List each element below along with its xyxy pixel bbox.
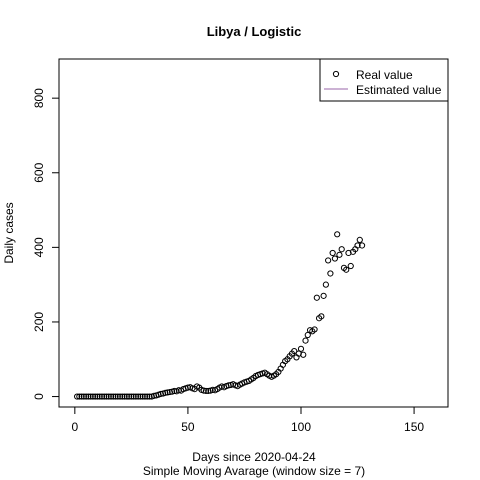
data-point [325, 257, 332, 264]
data-point [144, 393, 151, 400]
data-point [96, 393, 103, 400]
data-point [112, 393, 119, 400]
legend-label-real-value: Real value [356, 68, 413, 82]
data-point [78, 393, 85, 400]
data-point [202, 387, 210, 395]
data-point [139, 393, 146, 400]
data-point [87, 393, 94, 400]
data-point [116, 393, 124, 400]
data-point [110, 393, 117, 400]
x-axis-label: Days since 2020-04-24 [192, 450, 316, 464]
data-point [343, 266, 350, 273]
x-tick-label: 150 [404, 420, 424, 434]
data-point [356, 236, 363, 244]
data-point [103, 393, 110, 400]
data-point [119, 393, 126, 400]
data-point [300, 351, 307, 358]
x-tick-label: 0 [71, 420, 78, 434]
data-point [135, 393, 142, 400]
data-point [302, 337, 309, 344]
data-point [130, 393, 137, 400]
data-point [137, 393, 144, 400]
x-tick-label: 50 [181, 420, 195, 434]
data-point [98, 393, 106, 400]
legend-marker-real-value [332, 70, 340, 78]
data-point [311, 326, 318, 333]
data-point [327, 270, 334, 277]
data-point [126, 393, 133, 400]
y-tick-label: 0 [32, 393, 46, 400]
data-point [85, 393, 92, 400]
data-point [297, 345, 305, 352]
data-point [89, 393, 97, 400]
data-point [320, 292, 327, 299]
data-point [313, 294, 320, 301]
data-point [347, 262, 354, 270]
data-point [331, 255, 339, 262]
y-tick-label: 200 [32, 312, 46, 332]
data-point [200, 387, 207, 394]
y-axis: 0 200 400 600 800 [32, 88, 60, 400]
data-point [101, 393, 108, 400]
data-point [128, 393, 135, 400]
data-point [105, 393, 112, 400]
data-point [354, 242, 361, 249]
plot-frame [58, 58, 449, 408]
legend-box [319, 58, 449, 102]
data-point [184, 384, 192, 391]
data-point [164, 389, 171, 396]
data-point [304, 331, 311, 339]
chart-title: Libya / Logistic [207, 24, 302, 39]
data-point [318, 313, 325, 320]
data-point [146, 393, 153, 400]
y-tick-label: 600 [32, 162, 46, 182]
data-point [291, 347, 298, 355]
data-point [121, 393, 128, 400]
data-point [132, 393, 139, 400]
data-point [114, 393, 121, 400]
data-point [322, 281, 329, 288]
legend-label-estimated-value: Estimated value [356, 83, 442, 97]
data-point [123, 393, 130, 400]
data-point [162, 389, 169, 396]
data-points [73, 231, 366, 400]
x-tick-label: 100 [291, 420, 311, 434]
legend: Real value Estimated value [319, 58, 449, 102]
data-point [171, 387, 178, 395]
x-axis: 0 50 100 150 [71, 406, 424, 434]
data-point [338, 246, 345, 253]
data-point [76, 393, 83, 400]
data-point [92, 393, 99, 400]
data-point [94, 393, 101, 400]
data-point [336, 251, 343, 258]
data-point [80, 393, 87, 400]
data-point [141, 393, 149, 400]
y-tick-label: 400 [32, 237, 46, 257]
data-point [209, 386, 216, 393]
data-point [334, 231, 341, 238]
data-point [329, 249, 336, 257]
y-tick-label: 800 [32, 88, 46, 108]
chart-subtitle: Simple Moving Avarage (window size = 7) [143, 464, 365, 478]
y-axis-label: Daily cases [2, 202, 16, 263]
data-point [358, 242, 366, 249]
data-point [107, 393, 115, 400]
data-point [83, 393, 90, 400]
data-point [73, 393, 81, 400]
